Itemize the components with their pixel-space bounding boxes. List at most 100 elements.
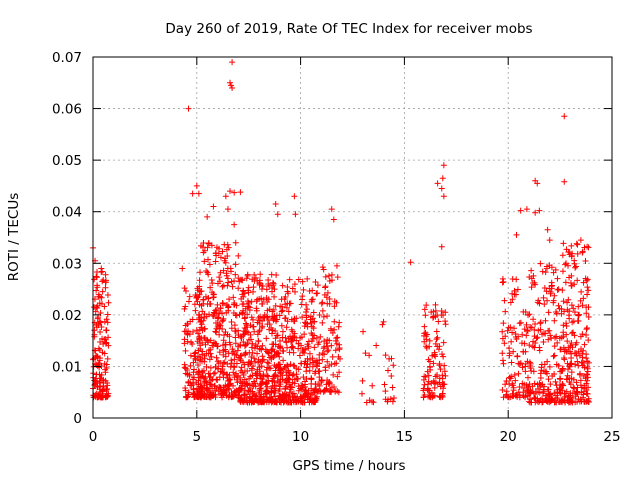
data-point [286,300,293,307]
data-point [206,394,213,401]
data-point [558,398,565,405]
data-point [566,274,573,281]
data-point [572,264,579,271]
data-point [585,398,592,405]
data-point [574,277,581,284]
data-point [328,277,335,284]
data-point [274,211,281,218]
data-point [298,386,305,393]
data-point [94,392,101,399]
data-point [183,328,190,335]
data-point [277,337,284,344]
data-point [237,341,244,348]
data-point [237,378,244,385]
data-point [579,331,586,338]
data-point [579,248,586,255]
data-point [96,346,103,353]
data-point [389,384,396,391]
data-point [232,312,239,319]
data-point [324,289,331,296]
data-point [562,279,569,286]
data-point [536,347,543,354]
data-point [561,308,568,315]
data-point [313,395,320,402]
data-point [534,334,541,341]
data-point [544,297,551,304]
data-point [281,295,288,302]
data-point [550,353,557,360]
data-point [313,335,320,342]
data-point [499,387,506,394]
data-point [104,355,111,362]
data-point [317,333,324,340]
data-point [219,248,226,255]
data-point [94,282,101,289]
data-point [236,374,243,381]
data-point [239,310,246,317]
data-point [239,277,246,284]
data-point [510,392,517,399]
data-point [269,327,276,334]
data-point [422,329,429,336]
data-point [563,260,570,267]
data-point [205,350,212,357]
data-point [103,316,110,323]
data-point [505,324,512,331]
data-point [583,304,590,311]
data-point [247,373,254,380]
data-point [192,307,199,314]
data-point [299,346,306,353]
data-point [181,285,188,292]
data-point [585,313,592,320]
data-point [387,396,394,403]
data-point [316,374,323,381]
data-point [200,296,207,303]
y-tick-label: 0.05 [52,153,82,169]
data-point [318,300,325,307]
data-point [210,294,217,301]
data-point [233,376,240,383]
data-point [203,336,210,343]
data-point [536,207,543,214]
data-point [319,350,326,357]
data-point [526,390,533,397]
data-point [552,392,559,399]
data-point [499,328,506,335]
data-point [195,368,202,375]
data-point [93,273,100,280]
data-point [233,360,240,367]
data-point [248,336,255,343]
data-point [328,342,335,349]
chart-title: Day 260 of 2019, Rate Of TEC Index for r… [165,21,532,37]
data-point [237,333,244,340]
data-point [182,385,189,392]
data-point [542,397,549,404]
data-point [208,277,215,284]
data-point [426,337,433,344]
data-point [215,387,222,394]
data-point [252,370,259,377]
data-point [303,301,310,308]
data-point [438,243,445,250]
data-point [266,365,273,372]
data-point [190,366,197,373]
data-point [260,296,267,303]
data-point [195,294,202,301]
data-point [179,265,186,272]
data-point [188,339,195,346]
data-point [540,339,547,346]
data-point [189,190,196,197]
data-point [543,398,550,405]
data-point [575,312,582,319]
data-point [193,182,200,189]
data-point [528,284,535,291]
data-point [96,383,103,390]
data-point [280,357,287,364]
data-point [223,272,230,279]
data-point [266,393,273,400]
data-point [422,312,429,319]
data-point [304,323,311,330]
data-point [230,369,237,376]
data-point [294,376,301,383]
data-point [336,369,343,376]
